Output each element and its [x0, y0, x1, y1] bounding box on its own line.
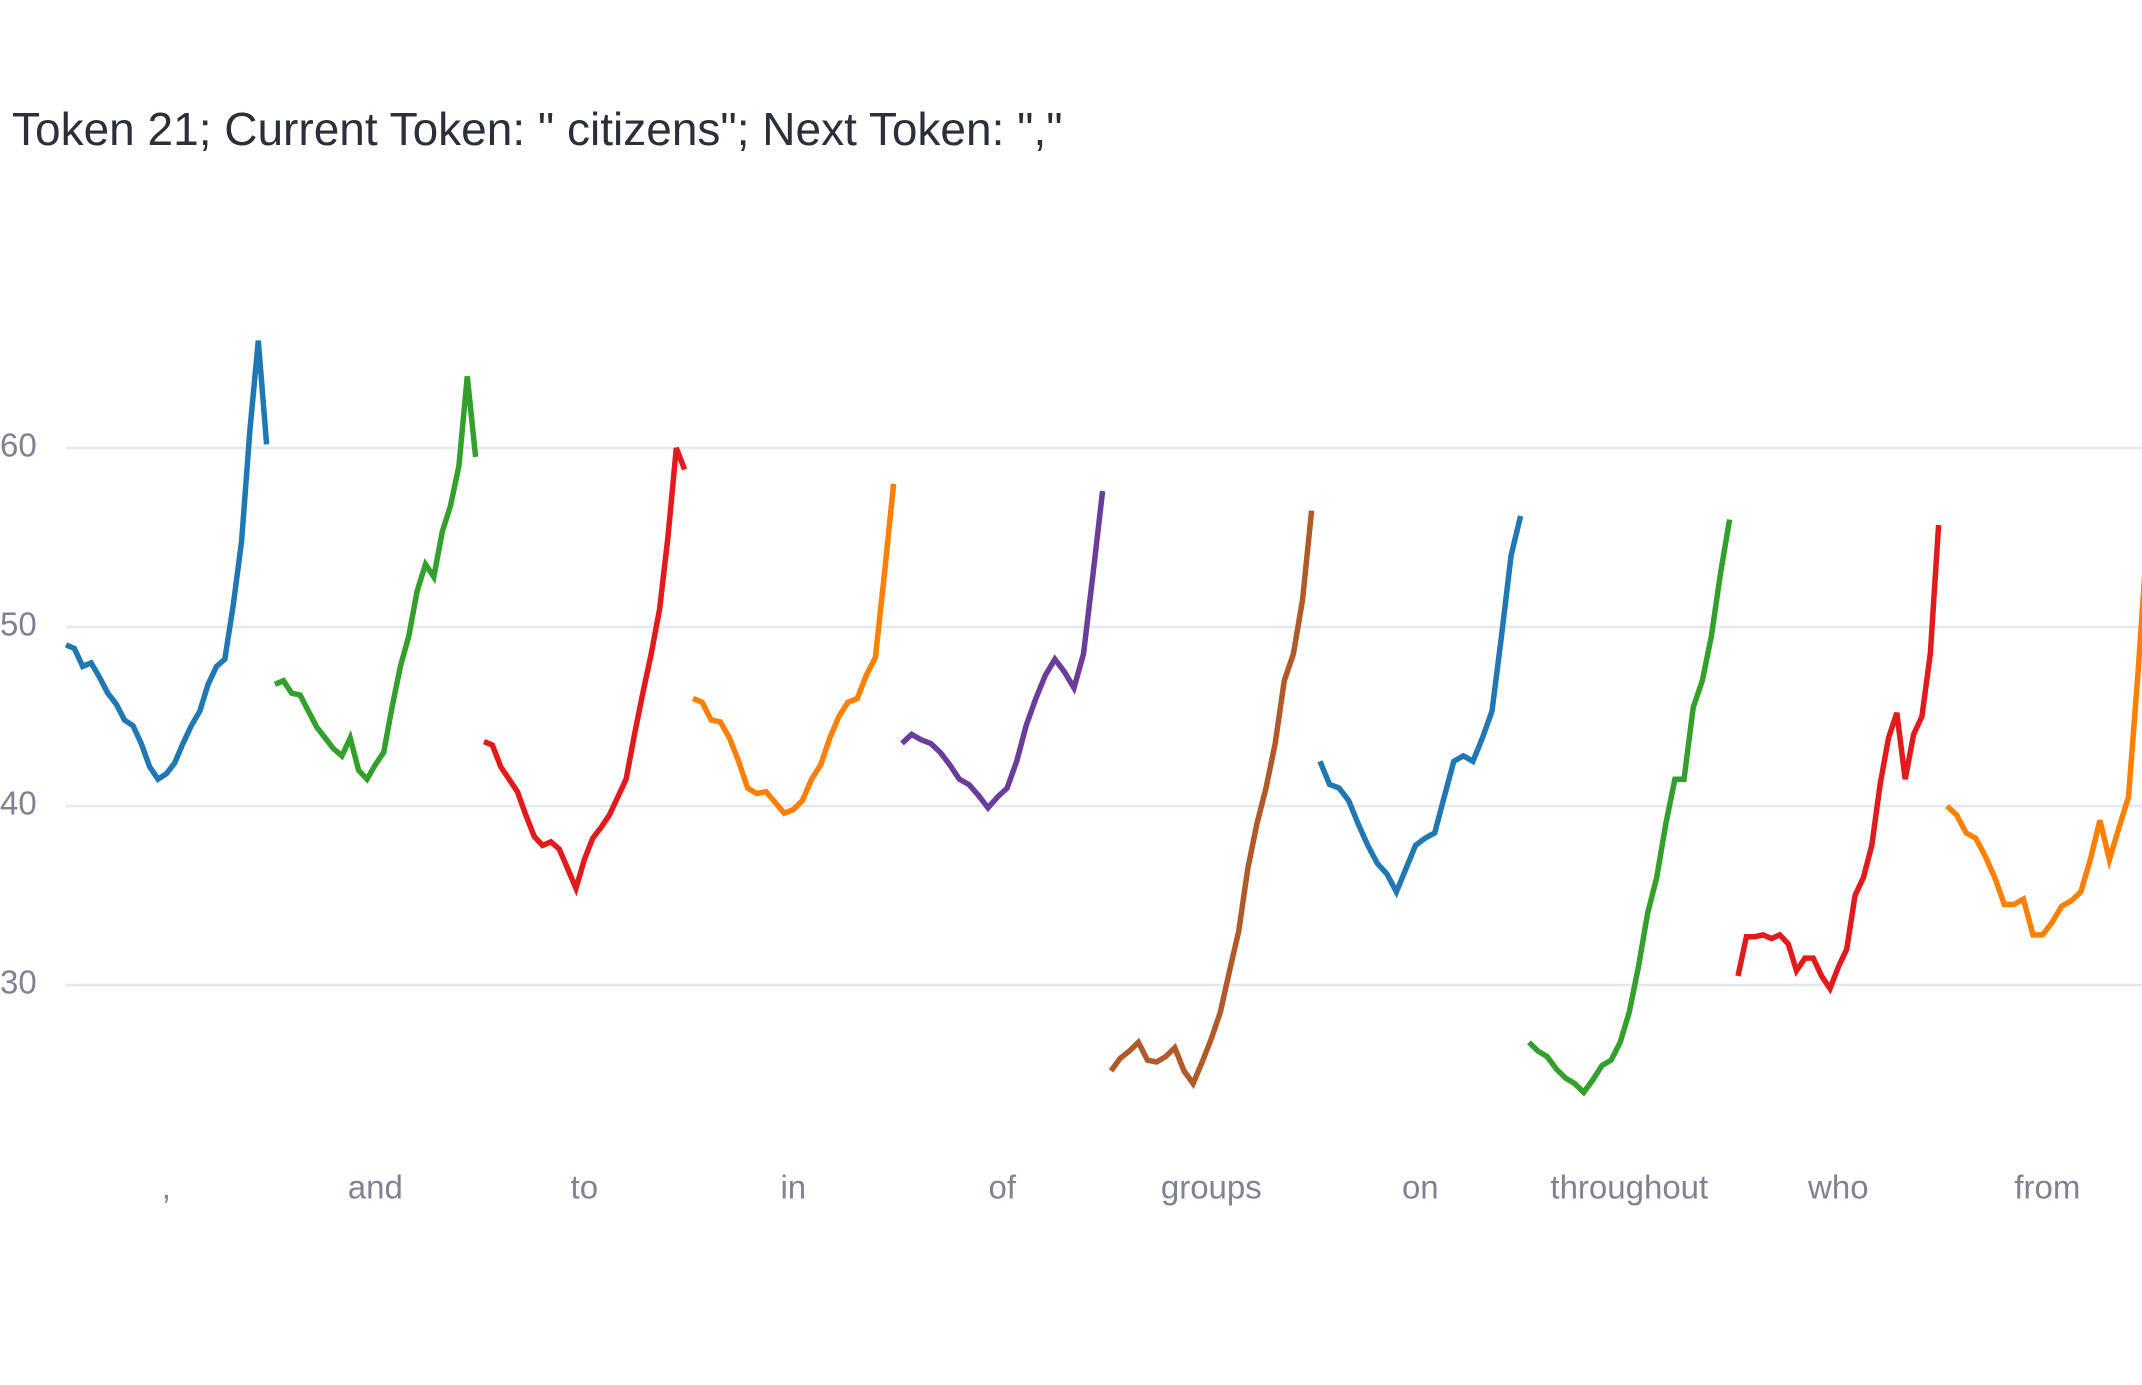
line	[1317, 515, 1524, 899]
y-tick-label: 50	[0, 606, 37, 643]
x-tick-label: in	[780, 1169, 806, 1206]
x-tick-label: who	[1807, 1169, 1869, 1206]
line	[1527, 519, 1733, 1097]
line	[900, 490, 1106, 813]
chart-title: Token 21; Current Token: " citizens"; Ne…	[12, 103, 1063, 155]
line	[482, 447, 688, 897]
line	[691, 483, 897, 817]
line	[1945, 573, 2142, 938]
x-tick-label: and	[348, 1169, 403, 1206]
line	[64, 340, 270, 783]
line	[1108, 510, 1315, 1090]
x-tick-label: from	[2014, 1169, 2080, 1206]
x-tick-label: throughout	[1550, 1169, 1708, 1206]
line	[1735, 524, 1942, 995]
x-tick-label: groups	[1161, 1169, 1262, 1206]
y-tick-label: 30	[0, 964, 37, 1001]
line	[273, 376, 479, 784]
x-tick-label: ,	[162, 1169, 171, 1206]
x-tick-label: of	[989, 1169, 1017, 1206]
y-tick-label: 60	[0, 427, 37, 464]
y-tick-label: 40	[0, 785, 37, 822]
x-tick-label: on	[1402, 1169, 1439, 1206]
x-tick-label: to	[571, 1169, 599, 1206]
